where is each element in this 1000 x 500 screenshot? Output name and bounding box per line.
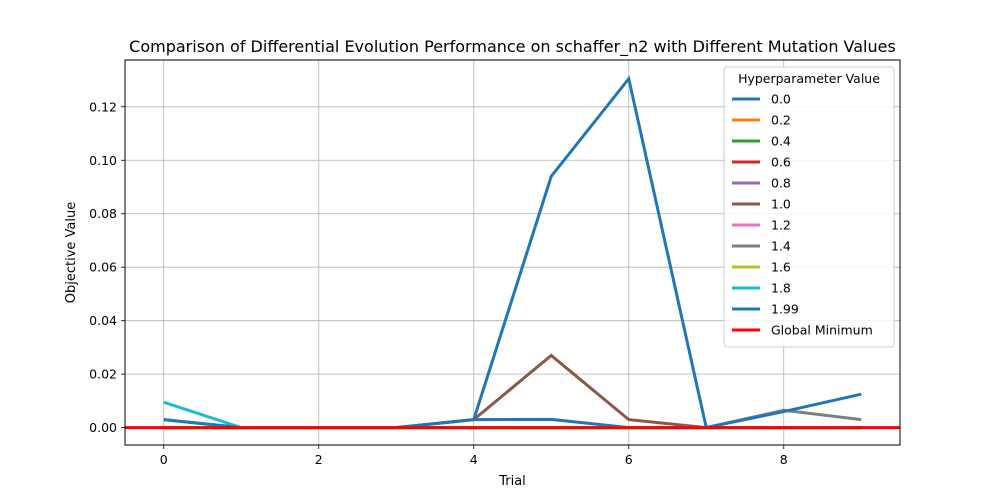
legend-entry-label: 1.4 xyxy=(771,239,791,254)
legend-title: Hyperparameter Value xyxy=(738,71,880,86)
y-axis-label: Objective Value xyxy=(64,202,79,303)
y-tick-label: 0.08 xyxy=(89,206,117,221)
y-tick-label: 0.10 xyxy=(89,153,117,168)
legend-entry-label: 0.4 xyxy=(771,134,791,149)
legend-box xyxy=(723,66,895,348)
y-tick-label: 0.04 xyxy=(89,313,117,328)
legend: Hyperparameter Value 0.0 0.2 0.4 0.6 0.8 1.0 1.… xyxy=(723,66,895,348)
legend-entry-label: 0.0 xyxy=(771,92,791,107)
legend-entry-label: 0.8 xyxy=(771,176,791,191)
y-tick-label: 0.02 xyxy=(89,367,117,382)
legend-entry-label: 1.6 xyxy=(771,260,791,275)
legend-entry-label: Global Minimum xyxy=(771,323,873,338)
legend-entry-label: 0.2 xyxy=(771,113,791,128)
legend-entry-label: 1.8 xyxy=(771,281,791,296)
x-axis-label: Trial xyxy=(498,474,526,489)
x-tick-label: 2 xyxy=(315,452,323,467)
y-tick-label: 0.06 xyxy=(89,260,117,275)
y-tick-label: 0.12 xyxy=(89,99,117,114)
series-lines xyxy=(125,75,900,430)
legend-entry-label: 1.2 xyxy=(771,218,791,233)
x-tick-label: 0 xyxy=(160,452,168,467)
legend-entry-label: 0.6 xyxy=(771,155,791,170)
x-tick-label: 4 xyxy=(470,452,478,467)
y-tick-label: 0.00 xyxy=(89,420,117,435)
x-tick-label: 6 xyxy=(625,452,633,467)
legend-entry-label: 1.0 xyxy=(771,197,791,212)
chart-title: Comparison of Differential Evolution Per… xyxy=(129,37,896,57)
legend-entry-label: 1.99 xyxy=(771,302,799,317)
plot-frame xyxy=(124,59,901,446)
x-tick-label: 8 xyxy=(780,452,788,467)
axis-ticks: 0 2 4 6 8 0.00 0.02 0.04 0.06 0.08 0.10 0.12 xyxy=(89,99,788,467)
